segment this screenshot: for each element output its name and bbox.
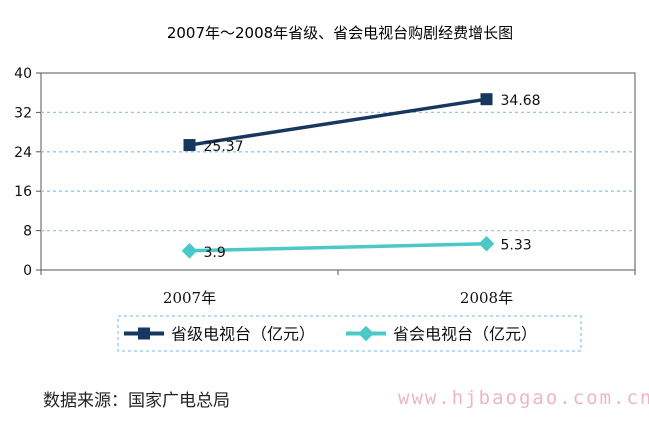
gridlines xyxy=(41,111,635,232)
legend-swatch-marker xyxy=(138,327,150,340)
data-point xyxy=(480,93,493,106)
x-tick-label: 2008年 xyxy=(460,289,513,307)
legend-swatch-marker xyxy=(358,325,374,342)
data-label: 25.37 xyxy=(204,139,244,155)
data-point xyxy=(183,139,196,152)
series-line xyxy=(189,242,487,253)
chart: 2007年～2008年省级、省会电视台购剧经费增长图 0 8 16 24 32 40 200… xyxy=(14,24,636,352)
series-line xyxy=(189,97,487,147)
y-tick-label: 32 xyxy=(14,105,32,121)
x-tick-label: 2007年 xyxy=(163,289,216,307)
data-point xyxy=(478,235,495,252)
chart-title: 2007年～2008年省级、省会电视台购剧经费增长图 xyxy=(167,24,513,42)
legend-label: 省级电视台（亿元） xyxy=(171,325,315,344)
series-layer: 25.37 34.68 3.9 5.33 xyxy=(181,93,541,261)
data-label: 3.9 xyxy=(204,245,226,261)
y-tick-label: 40 xyxy=(14,66,32,82)
source-note: 数据来源：国家广电总局 xyxy=(43,391,230,411)
y-tick-label: 8 xyxy=(23,224,32,240)
y-tick-label: 16 xyxy=(14,184,32,200)
legend: 省级电视台（亿元） 省会电视台（亿元） xyxy=(117,315,582,352)
watermark: www.hjbaogao.com.cn xyxy=(398,387,649,409)
legend-label: 省会电视台（亿元） xyxy=(393,325,537,344)
plot-area xyxy=(40,72,636,271)
data-label: 5.33 xyxy=(501,238,532,254)
data-point xyxy=(181,242,198,259)
y-tick-label: 24 xyxy=(14,145,32,161)
y-tick-label: 0 xyxy=(23,263,32,279)
data-label: 34.68 xyxy=(501,93,541,109)
axes: 0 8 16 24 32 40 2007年 2008年 xyxy=(14,66,636,307)
